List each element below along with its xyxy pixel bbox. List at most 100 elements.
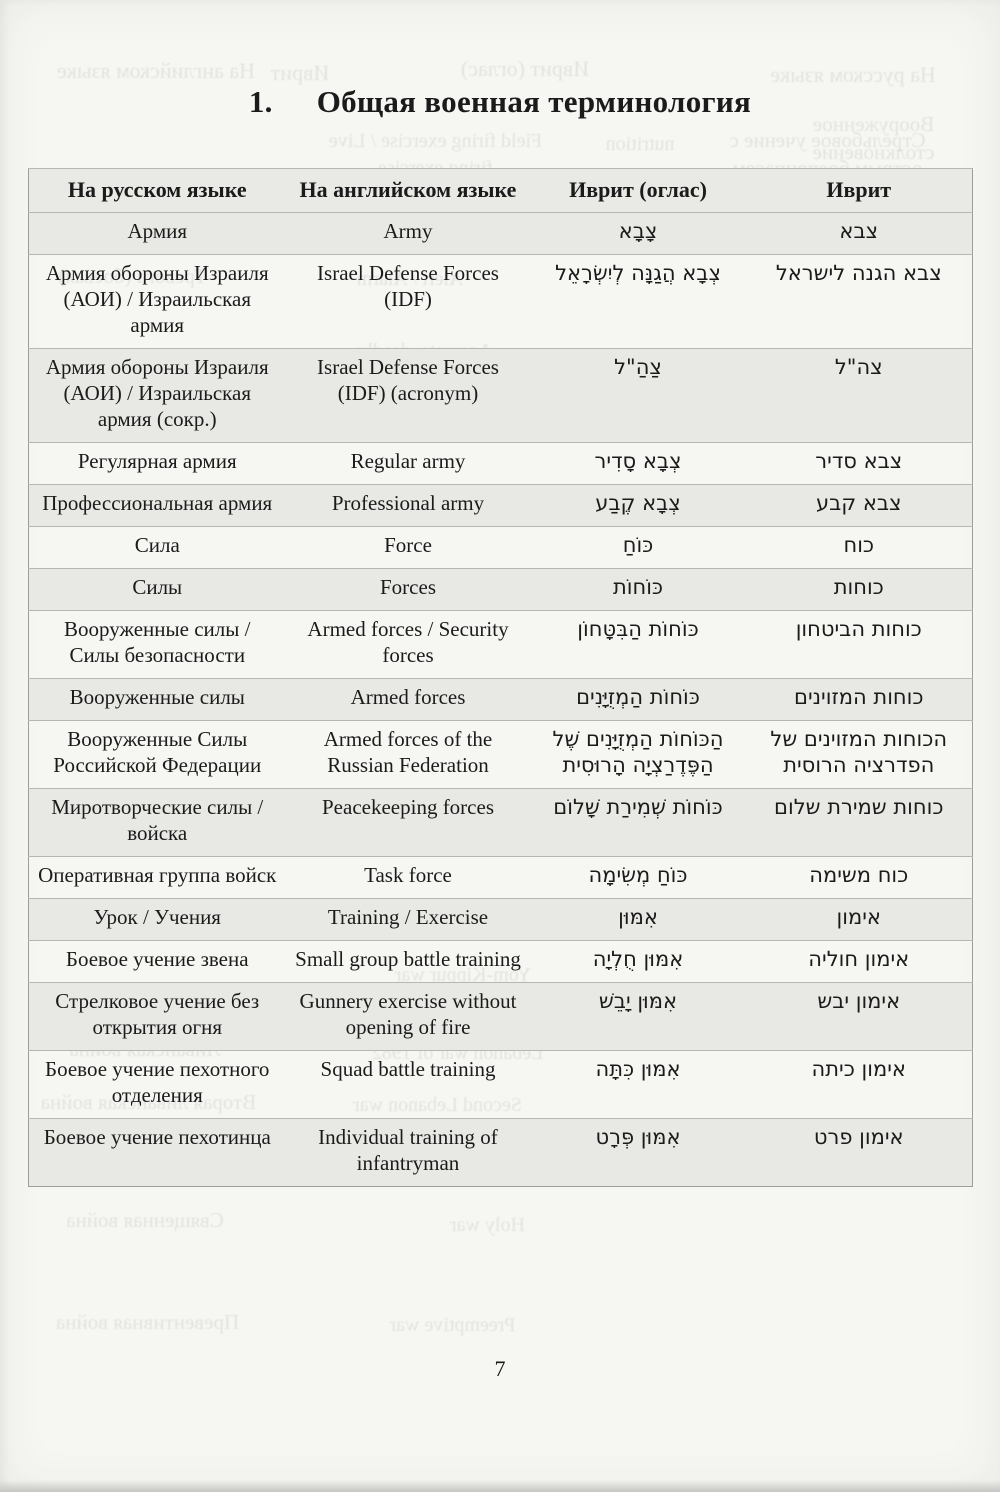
- hebrew-term: אימון: [745, 898, 973, 941]
- russian-term: Армия обороны Израиля (АОИ) / Израильска…: [28, 254, 286, 349]
- table-row: Боевое учение пехотного отделения Squad …: [28, 1050, 973, 1119]
- russian-term: Оперативная группа войск: [28, 856, 286, 899]
- english-term: Training / Exercise: [285, 898, 531, 941]
- hebrew-term: כוחות שמירת שלום: [745, 788, 973, 857]
- column-header-hebrew-vocalized: Иврит (оглас): [530, 168, 746, 213]
- hebrew-term: כוח משימה: [745, 856, 973, 899]
- hebrew-vocalized-term: צְבָא סָדִיר: [530, 442, 746, 485]
- hebrew-vocalized-term: אִמּוּן: [530, 898, 746, 941]
- english-term: Squad battle training: [285, 1050, 531, 1119]
- hebrew-vocalized-term: צָבָא: [530, 212, 746, 255]
- table-row: Регулярная армия Regular army צְבָא סָדִ…: [28, 442, 973, 485]
- hebrew-term: כוחות: [745, 568, 973, 611]
- table-row: Вооруженные Силы Российской Федерации Ar…: [28, 720, 973, 789]
- hebrew-term: הכוחות המזוינים של הפדרציה הרוסית: [745, 720, 973, 789]
- hebrew-term: אימון כיתה: [745, 1050, 973, 1119]
- russian-term: Вооруженные силы / Силы безопасности: [28, 610, 286, 679]
- hebrew-term: צבא קבע: [745, 484, 973, 527]
- bleed-through-text: Preemptive war: [389, 1314, 516, 1336]
- english-term: Army: [285, 212, 531, 255]
- section-title-text: Общая военная терминология: [316, 84, 752, 119]
- english-term: Armed forces of the Russian Federation: [285, 720, 531, 789]
- table-row: Армия обороны Израиля (АОИ) / Израильска…: [28, 254, 973, 349]
- russian-term: Сила: [28, 526, 286, 569]
- russian-term: Вооруженные Силы Российской Федерации: [28, 720, 286, 789]
- hebrew-vocalized-term: כּוֹחוֹת: [530, 568, 746, 611]
- hebrew-vocalized-term: אִמּוּן כִּתָּה: [530, 1050, 746, 1119]
- english-term: Small group battle training: [285, 940, 531, 983]
- hebrew-vocalized-term: כּוֹחַ מְשִׂימָה: [530, 856, 746, 899]
- english-term: Armed forces: [285, 678, 531, 721]
- hebrew-vocalized-term: אִמּוּן פְּרָט: [530, 1118, 746, 1187]
- english-term: Regular army: [285, 442, 531, 485]
- table-row: Армия обороны Израиля (АОИ) / Израильска…: [28, 348, 973, 443]
- english-term: Israel Defense Forces (IDF): [285, 254, 531, 349]
- table-row: Армия Army צָבָא צבא: [28, 212, 973, 255]
- column-header-russian: На русском языке: [28, 168, 286, 213]
- section-number: 1.: [248, 84, 273, 119]
- hebrew-term: כוח: [745, 526, 973, 569]
- hebrew-vocalized-term: אִמּוּן חֻלְיָה: [530, 940, 746, 983]
- russian-term: Профессиональная армия: [28, 484, 286, 527]
- russian-term: Боевое учение звена: [28, 940, 286, 983]
- table-row: Боевое учение звена Small group battle t…: [28, 940, 973, 983]
- english-term: Forces: [285, 568, 531, 611]
- english-term: Peacekeeping forces: [285, 788, 531, 857]
- hebrew-vocalized-term: כּוֹחוֹת הַבִּטָּחוֹן: [530, 610, 746, 679]
- english-term: Armed forces / Security forces: [285, 610, 531, 679]
- page-number: 7: [494, 1356, 506, 1381]
- bleed-through-text: nutrition: [605, 133, 675, 155]
- hebrew-term: אימון פרט: [745, 1118, 973, 1187]
- hebrew-term: כוחות המזוינים: [745, 678, 973, 721]
- english-term: Individual training of infantryman: [285, 1118, 531, 1187]
- russian-term: Боевое учение пехотинца: [28, 1118, 286, 1187]
- english-term: Israel Defense Forces (IDF) (acronym): [285, 348, 531, 443]
- table-row: Сила Force כּוֹחַ כוח: [28, 526, 973, 569]
- table-row: Оперативная группа войск Task force כּוֹ…: [28, 856, 973, 899]
- bleed-through-text: Иврит (оглас): [460, 56, 590, 81]
- hebrew-term: צבא הגנה לישראל: [745, 254, 973, 349]
- hebrew-vocalized-term: צַהַ"ל: [530, 348, 746, 443]
- section-title: 1. Общая военная терминология: [0, 84, 1000, 120]
- russian-term: Боевое учение пехотного отделения: [28, 1050, 286, 1119]
- russian-term: Вооруженные силы: [28, 678, 286, 721]
- table-row: Миротворческие силы / войска Peacekeepin…: [28, 788, 973, 857]
- russian-term: Стрелковое учение без открытия огня: [28, 982, 286, 1051]
- english-term: Gunnery exercise without opening of fire: [285, 982, 531, 1051]
- hebrew-vocalized-term: כּוֹחוֹת הַמְזֻיָּנִים: [530, 678, 746, 721]
- english-term: Force: [285, 526, 531, 569]
- russian-term: Регулярная армия: [28, 442, 286, 485]
- hebrew-vocalized-term: צְבָא הֲגַנָּה לְיִשְׂרָאֵל: [530, 254, 746, 349]
- bleed-through-text: Holy war: [450, 1214, 525, 1236]
- bleed-through-text: Священная война: [66, 1208, 224, 1232]
- hebrew-vocalized-term: הַכּוֹחוֹת הַמְזֻיָּנִים שֶׁל הַפֶּדֶרַצ…: [530, 720, 746, 789]
- table-row: Вооруженные силы / Силы безопасности Arm…: [28, 610, 973, 679]
- hebrew-term: צבא: [745, 212, 973, 255]
- hebrew-vocalized-term: כּוֹחוֹת שְׁמִירַת שָׁלוֹם: [530, 788, 746, 857]
- hebrew-vocalized-term: אִמּוּן יָבֵשׁ: [530, 982, 746, 1051]
- english-term: Professional army: [285, 484, 531, 527]
- table-row: Стрелковое учение без открытия огня Gunn…: [28, 982, 973, 1051]
- hebrew-term: צבא סדיר: [745, 442, 973, 485]
- bleed-through-text: Превентивная война: [55, 1310, 240, 1334]
- hebrew-vocalized-term: כּוֹחַ: [530, 526, 746, 569]
- terminology-table: На русском языке На английском языке Ивр…: [28, 168, 973, 1187]
- table-row: Профессиональная армия Professional army…: [28, 484, 973, 527]
- table-header-row: На русском языке На английском языке Ивр…: [28, 168, 973, 213]
- hebrew-vocalized-term: צְבָא קֶבַע: [530, 484, 746, 527]
- russian-term: Миротворческие силы / войска: [28, 788, 286, 857]
- table-row: Боевое учение пехотинца Individual train…: [28, 1118, 973, 1187]
- hebrew-term: אימון חוליה: [745, 940, 973, 983]
- table-row: Вооруженные силы Armed forces כּוֹחוֹת ה…: [28, 678, 973, 721]
- russian-term: Силы: [28, 568, 286, 611]
- english-term: Task force: [285, 856, 531, 899]
- hebrew-term: צה"ל: [745, 348, 973, 443]
- table-row: Силы Forces כּוֹחוֹת כוחות: [28, 568, 973, 611]
- russian-term: Урок / Учения: [28, 898, 286, 941]
- russian-term: Армия обороны Израиля (АОИ) / Израильска…: [28, 348, 286, 443]
- column-header-english: На английском языке: [285, 168, 531, 213]
- hebrew-term: כוחות הביטחון: [745, 610, 973, 679]
- bleed-through-text: На английском языке: [57, 58, 255, 83]
- table-row: Урок / Учения Training / Exercise אִמּוּ…: [28, 898, 973, 941]
